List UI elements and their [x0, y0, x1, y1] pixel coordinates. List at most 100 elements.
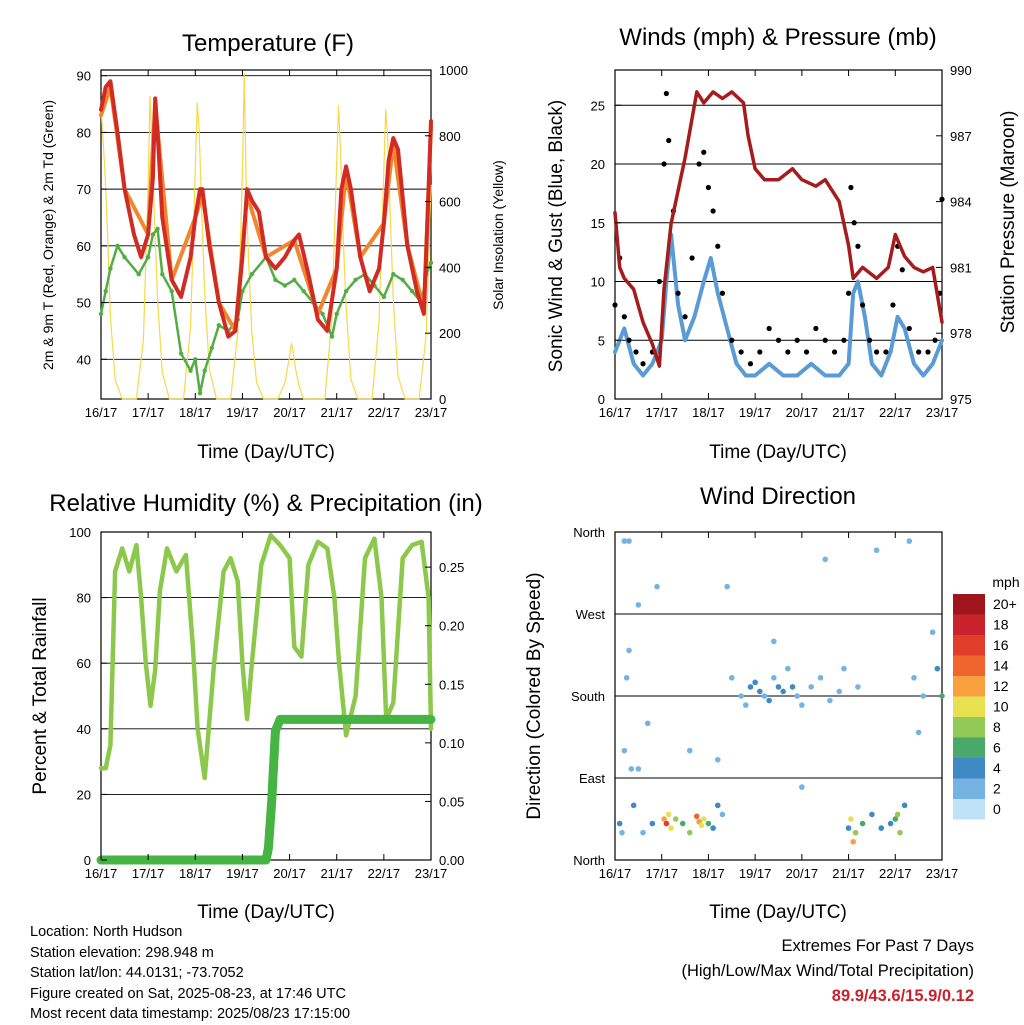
humidity-series — [96, 533, 436, 865]
gust-point — [890, 302, 896, 308]
x-tick-label: 20/17 — [273, 405, 306, 420]
wind-direction-point — [686, 829, 693, 836]
y2-tick-label: 990 — [950, 63, 972, 78]
y-tick-label: East — [579, 771, 605, 786]
wind-direction-point — [780, 688, 786, 695]
humidity-y-ticks: 0 20 40 60 80 100 — [69, 525, 107, 868]
direction-series — [616, 538, 945, 845]
gust-point — [866, 337, 873, 343]
wind-direction-point — [679, 820, 686, 827]
wind-direction-point — [628, 766, 635, 772]
dewpoint-point — [202, 368, 207, 373]
gust-point — [845, 290, 852, 296]
direction-x-ticks: 16/17 17/17 18/17 19/17 20/17 21/17 22/17 23/17 — [599, 532, 958, 881]
gust-point — [663, 90, 669, 97]
y-tick-label: 10 — [591, 275, 605, 290]
dewpoint-point — [409, 289, 415, 294]
wind-direction-point — [827, 697, 833, 704]
wind-direction-point — [817, 674, 824, 681]
winds-y2label: Station Pressure (Maroon) — [998, 111, 1019, 334]
humidity-xlabel: Time (Day/UTC) — [197, 902, 335, 923]
wind-direction-point — [665, 811, 672, 818]
gust-point — [621, 314, 627, 320]
precipitation-line — [96, 714, 436, 865]
gust-point — [925, 349, 931, 355]
temp-2m-line — [99, 79, 433, 339]
gust-point — [675, 290, 681, 296]
temperature-ylabel: 2m & 9m T (Red, Orange) & 2m Td (Green) — [40, 100, 56, 370]
dewpoint-point — [273, 277, 278, 283]
temperature-y-ticks: 40 50 60 70 80 90 — [77, 69, 107, 367]
x-tick-label: 21/17 — [832, 866, 865, 881]
gust-point — [822, 337, 828, 343]
colorbar-unit: mph — [992, 574, 1019, 590]
wind-direction-point — [693, 813, 700, 820]
gust-point — [757, 349, 763, 355]
direction-y-ticks: North East South West North — [571, 525, 621, 868]
gust-point — [738, 349, 744, 355]
gust-point — [766, 325, 772, 332]
colorbar-swatch — [953, 799, 985, 820]
extremes-title: Extremes For Past 7 Days — [781, 937, 974, 955]
colorbar-label: 10 — [993, 699, 1009, 715]
x-tick-label: 21/17 — [832, 405, 865, 420]
gust-point — [906, 325, 912, 332]
gust-point — [851, 220, 857, 226]
y-tick-label: 40 — [77, 722, 91, 737]
gust-point — [719, 290, 726, 296]
wind-direction-point — [855, 684, 861, 690]
winds-xlabel: Time (Day/UTC) — [709, 442, 847, 463]
dewpoint-point — [391, 272, 396, 277]
gust-point — [785, 349, 791, 355]
winds-series — [612, 90, 945, 378]
x-tick-label: 16/17 — [599, 405, 632, 420]
station-elevation: Station elevation: 298.948 m — [30, 944, 214, 961]
y-tick-label: West — [576, 607, 606, 622]
gust-point — [848, 184, 854, 191]
y-tick-label: 20 — [591, 157, 605, 172]
x-tick-label: 21/17 — [320, 866, 353, 881]
dewpoint-point — [343, 289, 349, 294]
wind-direction-point — [724, 583, 730, 590]
y-tick-label: 5 — [598, 333, 605, 348]
wind-direction-point — [626, 538, 632, 544]
gust-point — [612, 302, 618, 308]
y-tick-label: North — [573, 853, 605, 868]
dewpoint-line — [99, 227, 433, 395]
humidity-title: Relative Humidity (%) & Precipitation (i… — [49, 490, 482, 517]
temperature-panel: Temperature (F) 40 50 60 70 80 90 0 200 400 600 8… — [40, 30, 506, 463]
station-info: Location: North Hudson Station elevation… — [30, 922, 350, 1025]
wind-direction-point — [649, 820, 656, 827]
colorbar-label: 16 — [993, 637, 1009, 653]
wind-direction-point — [698, 822, 705, 829]
gust-point — [626, 337, 632, 343]
gust-point — [899, 267, 905, 273]
wind-direction-point — [841, 665, 847, 672]
wind-direction-point — [757, 688, 763, 695]
colorbar-label: 0 — [993, 801, 1001, 817]
colorbar-label: 20+ — [993, 596, 1017, 612]
dewpoint-point — [178, 351, 184, 356]
x-tick-label: 19/17 — [739, 866, 772, 881]
dewpoint-point — [188, 368, 193, 373]
dewpoint-point — [160, 272, 165, 277]
y-tick-label: 100 — [69, 525, 91, 540]
x-tick-label: 19/17 — [739, 405, 772, 420]
dewpoint-point — [353, 277, 358, 283]
humidity-ylabel: Percent & Total Rainfall — [30, 597, 51, 794]
dewpoint-point — [240, 289, 245, 294]
dewpoint-point — [292, 277, 297, 283]
gust-point — [794, 337, 800, 343]
x-tick-label: 18/17 — [179, 405, 212, 420]
colorbar-label: 2 — [993, 781, 1001, 797]
winds-y2-ticks: 975 978 981 984 987 990 — [936, 63, 972, 407]
y-tick-label: 90 — [77, 69, 91, 84]
wind-direction-point — [640, 829, 646, 836]
wind-direction-point — [852, 829, 859, 836]
x-tick-label: 16/17 — [599, 866, 632, 881]
y2-tick-label: 975 — [950, 392, 972, 407]
wind-direction-point — [850, 838, 857, 845]
x-tick-label: 22/17 — [368, 866, 401, 881]
wind-direction-point — [654, 583, 660, 590]
dewpoint-point — [209, 345, 214, 351]
